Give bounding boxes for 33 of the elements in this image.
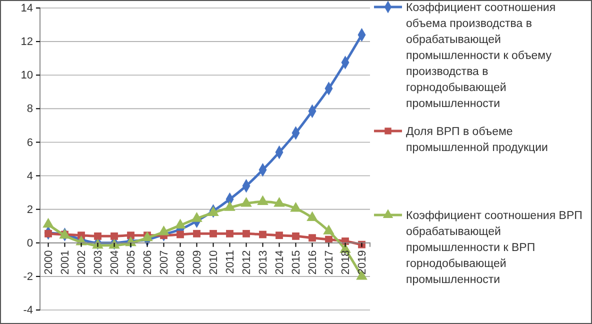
y-tick-label: 0: [26, 237, 33, 250]
x-tick-label: 2018: [340, 250, 352, 275]
legend-label: Коэффициент соотношения объема производства в обрабатывающей промышленности к объему производства в горнодобывающей промышленности: [406, 2, 556, 110]
x-tick-label: 2007: [158, 250, 171, 275]
x-tick-label: 2008: [175, 250, 188, 275]
y-tick-label: 2: [26, 204, 33, 216]
x-tick-label: 2019: [356, 250, 369, 275]
x-tick-label: 2006: [142, 250, 154, 275]
x-tick-label: 2002: [76, 250, 88, 275]
y-tick-label: 8: [26, 103, 33, 116]
y-tick-label: -4: [23, 304, 33, 317]
x-tick-label: 2017: [324, 250, 336, 275]
x-tick-label: 2003: [92, 250, 105, 275]
x-tick-label: 2015: [290, 250, 303, 275]
x-tick-label: 2013: [258, 250, 270, 275]
legend-label: Доля ВРП в объеме промышленной продукции: [406, 126, 548, 154]
legend-label: Коэффициент соотношения ВРП обрабатывающей промышленности к ВРП горнодобывающей промышленности: [406, 210, 582, 286]
x-tick-label: 2016: [307, 250, 320, 275]
x-tick-label: 2005: [126, 250, 138, 275]
x-tick-label: 2001: [60, 250, 72, 275]
x-tick-label: 2004: [109, 250, 122, 275]
y-tick-label: 14: [20, 2, 33, 15]
y-tick-label: 4: [26, 170, 33, 182]
x-tick-label: 2000: [43, 250, 56, 275]
x-tick-label: 2011: [224, 250, 237, 274]
x-tick-label: 2012: [241, 250, 254, 275]
x-tick-label: 2010: [208, 250, 220, 275]
y-tick-label: 6: [26, 136, 33, 149]
y-tick-label: -2: [23, 270, 33, 283]
y-tick-label: 10: [20, 70, 33, 82]
y-tick-label: 12: [20, 36, 33, 48]
x-tick-label: 2014: [274, 250, 286, 275]
x-tick-label: 2009: [192, 250, 204, 275]
